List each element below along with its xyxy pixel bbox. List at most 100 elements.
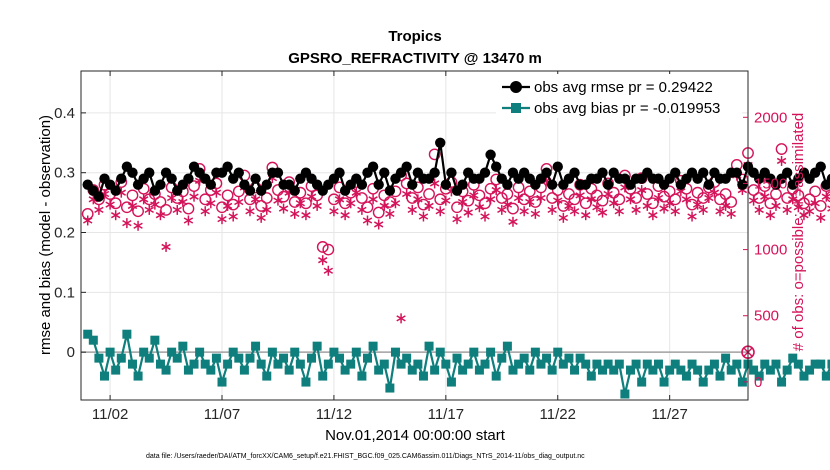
asterisk-stroke	[760, 193, 770, 200]
asterisk-stroke	[424, 202, 434, 210]
rmse-point	[446, 167, 457, 178]
asterisk-stroke	[816, 214, 826, 221]
bias-point	[827, 359, 830, 369]
legend-rmse-marker	[510, 81, 522, 93]
assimilated-point	[83, 215, 93, 226]
rmse-point	[597, 167, 608, 178]
asterisk-stroke	[318, 257, 328, 264]
asterisk-stroke	[508, 218, 518, 225]
plot-frame	[80, 70, 749, 401]
assimilated-point	[346, 198, 356, 209]
bias-point	[793, 359, 803, 369]
assimilated-point	[508, 216, 518, 227]
rmse-point	[546, 179, 558, 190]
asterisk-stroke	[256, 214, 266, 221]
bias-point	[161, 365, 171, 375]
assimilated-point	[788, 194, 798, 205]
asterisk-stroke	[396, 315, 406, 322]
asterisk-stroke	[592, 204, 602, 211]
bias-point	[709, 359, 719, 369]
assimilated-point	[804, 206, 815, 217]
bias-point	[765, 365, 775, 375]
assimilated-point	[519, 206, 529, 217]
assimilated-point	[161, 241, 171, 252]
bias-point	[374, 365, 384, 375]
bias-line	[86, 333, 830, 395]
rmse-point	[244, 185, 256, 196]
bias-point	[530, 347, 540, 357]
bias-point	[362, 353, 372, 363]
asterisk-stroke	[704, 194, 714, 202]
possible-point	[663, 185, 676, 198]
bias-point	[357, 371, 367, 381]
assimilated-point	[625, 194, 636, 205]
data-file-footnote: data file: /Users/raeder/DAI/ATM_forcXX/…	[146, 453, 585, 460]
bias-point	[100, 371, 110, 381]
bias-point	[799, 371, 809, 381]
bias-point	[665, 365, 675, 375]
assimilated-point	[480, 211, 490, 222]
x-tick-label: 11/12	[316, 406, 352, 423]
assimilated-point	[245, 206, 255, 217]
bias-point	[228, 347, 238, 357]
assimilated-point	[810, 198, 820, 209]
assimilated-point	[687, 211, 697, 222]
assimilated-point	[536, 192, 546, 203]
assimilated-point	[133, 220, 143, 231]
possible-point	[372, 206, 385, 219]
x-axis-label: Nov.01,2014 00:00:00 start	[325, 427, 506, 444]
rmse-point	[367, 161, 379, 172]
bias-point	[609, 365, 619, 375]
rmse-point	[250, 173, 261, 184]
assimilated-point	[782, 204, 792, 215]
bias-point	[620, 389, 630, 399]
bias-point	[385, 383, 395, 393]
asterisk-stroke	[463, 209, 473, 216]
bias-point	[458, 365, 468, 375]
asterisk-stroke	[368, 196, 378, 203]
rmse-point	[502, 179, 513, 190]
assimilated-point	[250, 194, 261, 205]
asterisk-stroke	[329, 208, 339, 215]
assimilated-point	[715, 206, 725, 217]
assimilated-point	[138, 194, 149, 205]
rmse-point	[334, 167, 345, 178]
bias-point	[267, 347, 277, 357]
assimilated-point	[748, 195, 759, 206]
asterisk-stroke	[435, 208, 445, 215]
rmse-point	[781, 167, 793, 178]
assimilated-point	[553, 195, 563, 206]
asterisk-stroke	[497, 206, 507, 214]
assimilated-point	[183, 215, 194, 226]
possible-point	[182, 202, 195, 215]
bias-point	[653, 359, 663, 369]
rmse-point	[826, 173, 830, 184]
assimilated-point	[816, 212, 826, 223]
assimilated-point	[564, 200, 574, 211]
assimilated-point	[329, 206, 339, 217]
bias-point	[335, 353, 345, 363]
rmse-point	[233, 167, 244, 178]
assimilated-point	[597, 207, 608, 218]
assimilated-point	[469, 190, 479, 201]
asterisk-stroke	[530, 210, 541, 218]
assimilated-point	[681, 194, 692, 205]
bias-point	[127, 359, 137, 369]
bias-point	[816, 359, 826, 369]
bias-point	[402, 353, 412, 363]
asterisk-stroke	[692, 201, 703, 208]
asterisk-stroke	[597, 209, 608, 216]
bias-point	[346, 359, 356, 369]
assimilated-point	[105, 199, 115, 210]
bias-point	[424, 341, 434, 351]
y-tick-label-left: 0.2	[54, 225, 75, 242]
bias-point	[777, 377, 787, 387]
x-axis: 11/02 11/07 11/12 11/17 11/22 11/27	[92, 71, 688, 423]
assimilated-point	[323, 265, 334, 276]
possible-point	[188, 180, 200, 192]
bias-point	[200, 359, 210, 369]
rmse-point	[222, 161, 233, 172]
asterisk-stroke	[306, 193, 317, 200]
possible-point	[316, 241, 329, 253]
bias-point	[83, 329, 93, 339]
